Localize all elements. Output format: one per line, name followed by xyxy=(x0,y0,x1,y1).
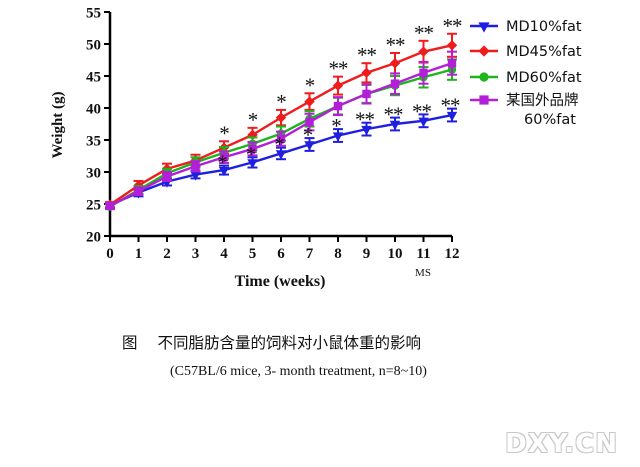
y-axis-label: Weight (g) xyxy=(50,91,66,158)
significance-upper: ** xyxy=(329,57,349,81)
x-axis-annotation: MS xyxy=(415,267,431,279)
significance-lower: * xyxy=(217,151,227,175)
data-point xyxy=(390,79,400,88)
significance-upper: * xyxy=(305,73,315,97)
legend-entry: MD45%fat xyxy=(470,44,582,60)
data-point xyxy=(419,68,428,77)
x-tick-label: 0 xyxy=(106,246,114,262)
data-point xyxy=(333,101,343,111)
data-point xyxy=(162,172,172,181)
legend-label: MD10%fat xyxy=(506,19,582,35)
data-point xyxy=(276,134,286,143)
data-point xyxy=(218,166,230,177)
y-tick-label: 55 xyxy=(86,6,101,22)
figure-title: 不同脂肪含量的饲料对小鼠体重的影响 xyxy=(157,334,422,352)
series-4 xyxy=(105,50,457,211)
x-tick-label: 11 xyxy=(416,246,430,262)
data-point xyxy=(275,150,287,160)
x-tick-label: 6 xyxy=(277,246,285,262)
y-tick-label: 50 xyxy=(86,38,101,54)
significance-lower: * xyxy=(246,142,256,166)
watermark-logo: DXY.CN xyxy=(505,429,618,459)
legend-label: MD60%fat xyxy=(506,70,582,86)
chart-series xyxy=(104,32,458,212)
data-point xyxy=(248,144,257,154)
x-tick-label: 9 xyxy=(363,246,371,262)
significance-lower: ** xyxy=(441,94,461,118)
y-tick-label: 35 xyxy=(86,134,101,150)
significance-upper: ** xyxy=(357,43,377,67)
data-point xyxy=(479,95,489,105)
x-tick-label: 10 xyxy=(388,246,403,262)
x-tick-label: 3 xyxy=(192,246,200,262)
x-tick-label: 4 xyxy=(220,246,228,262)
legend-label: 某国外品牌 60%fat xyxy=(506,92,579,128)
y-tick-label: 40 xyxy=(86,102,101,118)
data-point xyxy=(332,132,344,142)
significance-upper: * xyxy=(276,90,286,114)
x-tick-label: 5 xyxy=(249,246,257,262)
data-point xyxy=(305,117,314,127)
x-axis-label: Time (weeks) xyxy=(235,273,326,290)
data-point xyxy=(361,67,372,78)
data-point xyxy=(219,153,229,162)
data-point xyxy=(362,89,371,99)
significance-upper: ** xyxy=(414,21,434,45)
legend-entry: MD10%fat xyxy=(470,19,582,35)
x-tick-label: 1 xyxy=(135,246,143,262)
figure-caption-subtitle: (C57BL/6 mice, 3- month treatment, n=8~1… xyxy=(170,364,427,379)
data-point xyxy=(478,22,490,33)
data-point xyxy=(418,117,429,127)
x-tick-label: 8 xyxy=(334,246,342,262)
significance-upper: ** xyxy=(386,33,406,57)
data-point xyxy=(275,112,287,123)
significance-lower: * xyxy=(303,123,313,147)
significance-lower: ** xyxy=(355,108,375,132)
data-point xyxy=(134,187,143,196)
chart-legend: MD10%fat MD45%fat MD60%fat 某国外品牌 60%fat xyxy=(470,19,582,128)
significance-upper: * xyxy=(248,108,258,132)
x-tick-label: 7 xyxy=(306,246,314,262)
significance-upper: * xyxy=(219,121,229,145)
data-point xyxy=(446,111,458,122)
data-point xyxy=(105,201,115,211)
significance-lower: * xyxy=(331,114,341,138)
significance-upper: ** xyxy=(443,14,463,38)
significance-lower: ** xyxy=(384,103,404,127)
data-point xyxy=(361,125,372,136)
y-tick-label: 20 xyxy=(86,230,101,246)
x-tick-label: 12 xyxy=(445,246,460,262)
y-tick-label: 30 xyxy=(86,166,101,182)
data-point xyxy=(389,120,401,131)
figure-caption-title: 图 不同脂肪含量的饲料对小鼠体重的影响 xyxy=(122,331,421,353)
data-point xyxy=(191,162,200,171)
data-point xyxy=(247,159,258,169)
data-point xyxy=(389,58,401,69)
y-tick-label: 45 xyxy=(86,70,101,86)
data-point xyxy=(418,46,429,57)
data-point xyxy=(478,45,490,57)
figure-label: 图 xyxy=(122,334,138,352)
significance-lower: ** xyxy=(412,99,432,123)
data-point xyxy=(446,40,458,51)
legend-entry: 某国外品牌 60%fat xyxy=(470,92,579,128)
significance-markers: ******** **** *** * * * * ** ** ** ** xyxy=(217,14,463,175)
significance-lower: * xyxy=(274,133,284,157)
y-tick-label: 25 xyxy=(86,198,101,214)
legend-entry: MD60%fat xyxy=(470,70,582,86)
data-point xyxy=(447,59,457,68)
data-point xyxy=(304,141,315,151)
legend-label: MD45%fat xyxy=(506,44,582,60)
data-point xyxy=(479,72,489,82)
data-point xyxy=(332,80,344,91)
x-tick-label: 2 xyxy=(163,246,171,262)
data-point xyxy=(304,96,315,107)
data-point xyxy=(190,171,201,181)
